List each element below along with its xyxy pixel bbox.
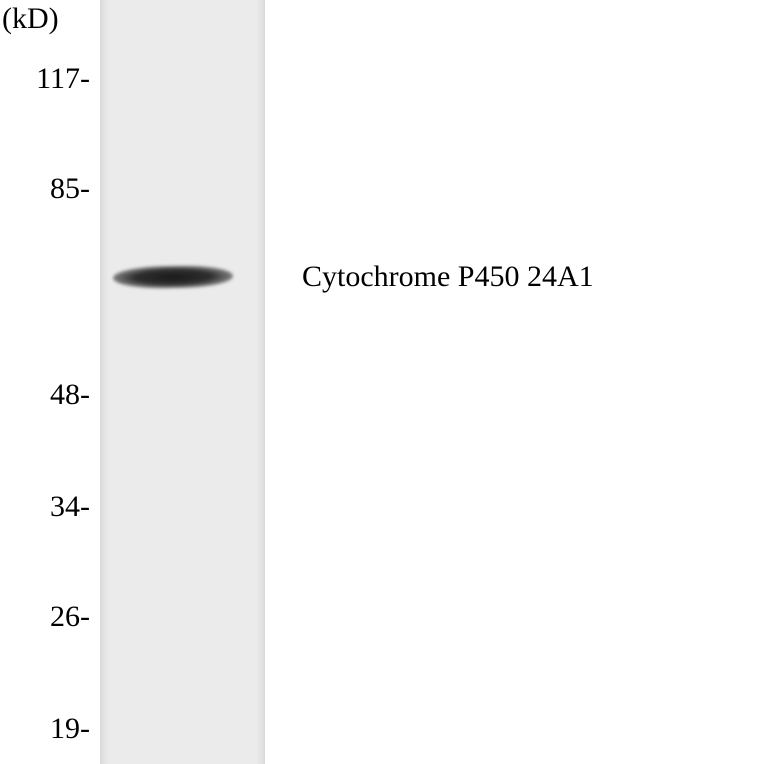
marker-label: 85- (10, 172, 90, 206)
lane-shadow-right (256, 0, 264, 764)
marker-label: 117- (10, 62, 90, 96)
protein-band (113, 265, 233, 289)
marker-label: 19- (10, 712, 90, 746)
blot-lane (100, 0, 265, 764)
unit-label: (kD) (2, 2, 59, 36)
western-blot-figure: (kD) Cytochrome P450 24A1 117- 85- 48- 34- 2… (0, 0, 764, 764)
marker-label: 34- (10, 490, 90, 524)
protein-label: Cytochrome P450 24A1 (302, 260, 594, 294)
marker-label: 48- (10, 378, 90, 412)
marker-label: 26- (10, 600, 90, 634)
lane-shadow-left (101, 0, 109, 764)
